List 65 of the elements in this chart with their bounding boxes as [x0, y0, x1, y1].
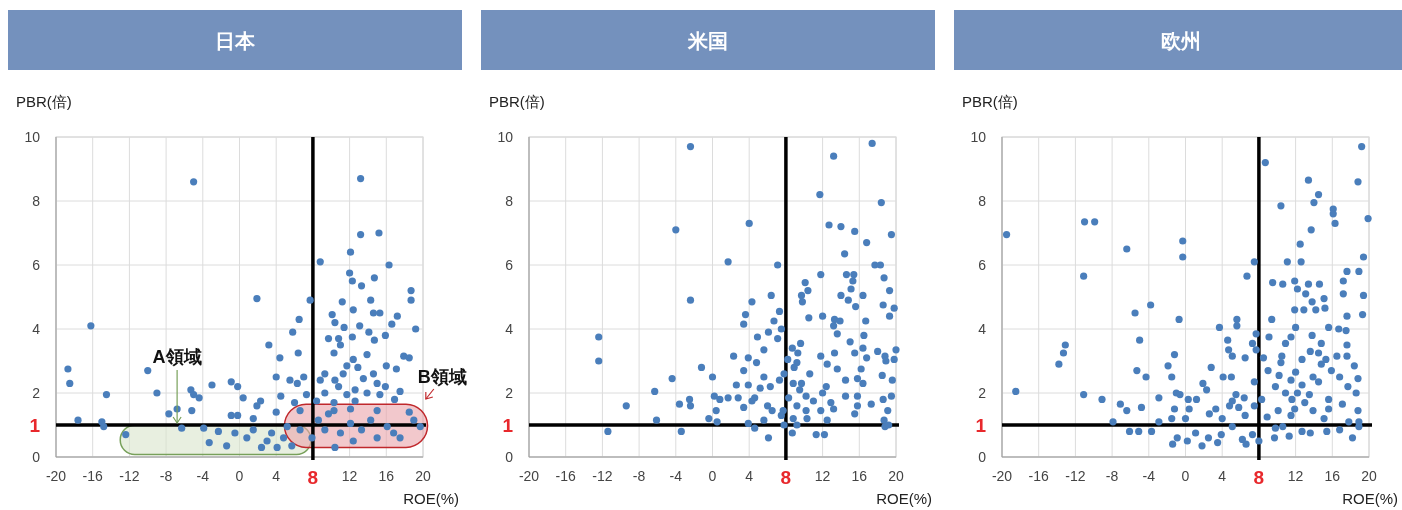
- y-tick-label: 0: [32, 449, 41, 465]
- x-tick-label: 4: [745, 468, 754, 484]
- x-tick-label: 20: [415, 468, 431, 484]
- ref-line-label: 1: [502, 415, 514, 436]
- chart-title: 日本: [215, 30, 256, 52]
- chart-title: 欧州: [1161, 30, 1201, 52]
- x-tick-label: 0: [235, 468, 244, 484]
- x-tick-label: -8: [632, 468, 646, 484]
- y-axis-title: PBR(倍): [489, 93, 545, 110]
- y-tick-label: 6: [978, 257, 987, 273]
- y-tick-label: 10: [24, 129, 41, 145]
- x-tick-label: 16: [1324, 468, 1341, 484]
- y-tick-label: 4: [505, 321, 514, 337]
- y-axis-title: PBR(倍): [16, 93, 72, 110]
- y-tick-label: 8: [32, 193, 41, 209]
- x-tick-label: 16: [851, 468, 868, 484]
- ref-line-label: 1: [975, 415, 987, 436]
- x-tick-label: -12: [592, 468, 613, 484]
- x-tick-label: -16: [82, 468, 104, 484]
- annotation: B領域: [417, 367, 467, 387]
- x-tick-label: -4: [669, 468, 683, 484]
- x-tick-label: -8: [159, 468, 173, 484]
- x-tick-label: -12: [119, 468, 140, 484]
- x-tick-label: 4: [1218, 468, 1227, 484]
- ref-line-label: 8: [780, 467, 792, 488]
- x-tick-label: 20: [888, 468, 904, 484]
- x-tick-label: -16: [1028, 468, 1050, 484]
- x-tick-label: -20: [45, 468, 67, 484]
- y-tick-label: 0: [978, 449, 987, 465]
- x-tick-label: 12: [341, 468, 358, 484]
- y-tick-label: 8: [505, 193, 514, 209]
- x-tick-label: -16: [555, 468, 577, 484]
- y-tick-label: 4: [978, 321, 987, 337]
- y-tick-label: 10: [497, 129, 514, 145]
- x-tick-label: 12: [814, 468, 831, 484]
- x-tick-label: -4: [196, 468, 210, 484]
- x-axis-title: ROE(%): [876, 490, 932, 507]
- x-axis-title: ROE(%): [403, 490, 459, 507]
- x-tick-label: -20: [518, 468, 540, 484]
- x-tick-label: 0: [708, 468, 717, 484]
- x-tick-label: 12: [1287, 468, 1304, 484]
- y-tick-label: 4: [32, 321, 41, 337]
- x-tick-label: 20: [1361, 468, 1377, 484]
- ref-line-label: 1: [29, 415, 41, 436]
- ref-line-label: 8: [307, 467, 319, 488]
- x-tick-label: 0: [1181, 468, 1190, 484]
- x-tick-label: 4: [272, 468, 281, 484]
- x-tick-label: -20: [991, 468, 1013, 484]
- x-tick-label: 16: [378, 468, 395, 484]
- y-tick-label: 2: [978, 385, 987, 401]
- y-tick-label: 6: [32, 257, 41, 273]
- y-tick-label: 8: [978, 193, 987, 209]
- y-tick-label: 2: [32, 385, 41, 401]
- y-tick-label: 10: [970, 129, 987, 145]
- y-axis-title: PBR(倍): [962, 93, 1018, 110]
- y-tick-label: 2: [505, 385, 514, 401]
- x-axis-title: ROE(%): [1342, 490, 1398, 507]
- chart-title: 米国: [687, 30, 728, 52]
- x-tick-label: -12: [1065, 468, 1086, 484]
- x-tick-label: -8: [1105, 468, 1119, 484]
- ref-line-label: 8: [1253, 467, 1265, 488]
- y-tick-label: 0: [505, 449, 514, 465]
- x-tick-label: -4: [1142, 468, 1156, 484]
- y-tick-label: 6: [505, 257, 514, 273]
- annotation: A領域: [152, 347, 202, 367]
